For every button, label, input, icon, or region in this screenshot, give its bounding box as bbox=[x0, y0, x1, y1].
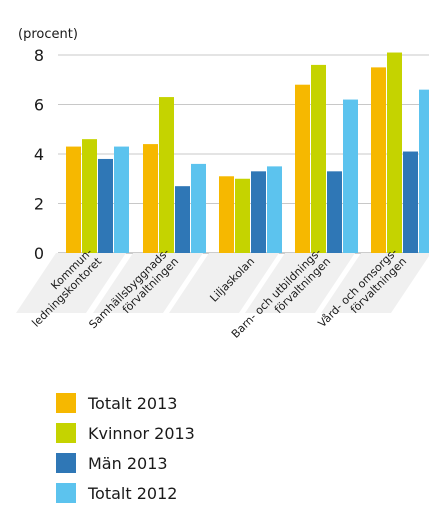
legend-label: Män 2013 bbox=[88, 453, 168, 473]
bar bbox=[387, 52, 402, 254]
y-tick-label: 4 bbox=[34, 145, 44, 164]
bar bbox=[82, 139, 97, 253]
bar bbox=[419, 89, 429, 254]
y-tick-label: 8 bbox=[34, 46, 44, 65]
y-tick-label: 0 bbox=[34, 244, 44, 263]
legend-item: Totalt 2013 bbox=[56, 388, 195, 418]
legend-item: Män 2013 bbox=[56, 448, 195, 478]
legend-label: Totalt 2012 bbox=[88, 483, 178, 503]
legend-swatch bbox=[56, 453, 76, 473]
bar bbox=[191, 163, 206, 253]
bar bbox=[371, 67, 386, 253]
category-band bbox=[169, 253, 279, 313]
bar bbox=[159, 97, 174, 253]
bar bbox=[251, 171, 266, 253]
legend-label: Kvinnor 2013 bbox=[88, 423, 195, 443]
bar bbox=[175, 186, 190, 253]
y-tick-label: 6 bbox=[34, 96, 44, 115]
category-band bbox=[93, 253, 203, 313]
category-band bbox=[245, 253, 355, 313]
bar bbox=[403, 151, 418, 253]
y-tick-label: 2 bbox=[34, 195, 44, 214]
y-tick-labels: 0 2 4 6 8 bbox=[34, 46, 44, 263]
legend-label: Totalt 2013 bbox=[88, 393, 178, 413]
bar bbox=[311, 64, 326, 254]
bar bbox=[327, 171, 342, 253]
unit-label: (procent) bbox=[18, 27, 78, 42]
bar bbox=[267, 166, 282, 253]
bars bbox=[66, 52, 429, 254]
category-labels: Kommun-ledningskontoretSamhällsbyggnads-… bbox=[16, 246, 429, 341]
category-band bbox=[321, 253, 429, 313]
bar bbox=[295, 84, 310, 253]
legend-swatch bbox=[56, 423, 76, 443]
bar bbox=[66, 146, 81, 253]
legend: Totalt 2013 Kvinnor 2013 Män 2013 Totalt 20… bbox=[56, 388, 195, 508]
bar bbox=[143, 144, 158, 253]
bar bbox=[219, 176, 234, 253]
bar bbox=[114, 146, 129, 253]
category-band bbox=[16, 253, 126, 313]
bar bbox=[235, 178, 250, 253]
legend-item: Totalt 2012 bbox=[56, 478, 195, 508]
legend-swatch bbox=[56, 393, 76, 413]
legend-item: Kvinnor 2013 bbox=[56, 418, 195, 448]
bar-chart: 0 2 4 6 8 Kommun-ledningskontoretSamhällsbyg… bbox=[16, 27, 429, 341]
bar bbox=[343, 99, 358, 253]
legend-swatch bbox=[56, 483, 76, 503]
bar bbox=[98, 158, 113, 253]
